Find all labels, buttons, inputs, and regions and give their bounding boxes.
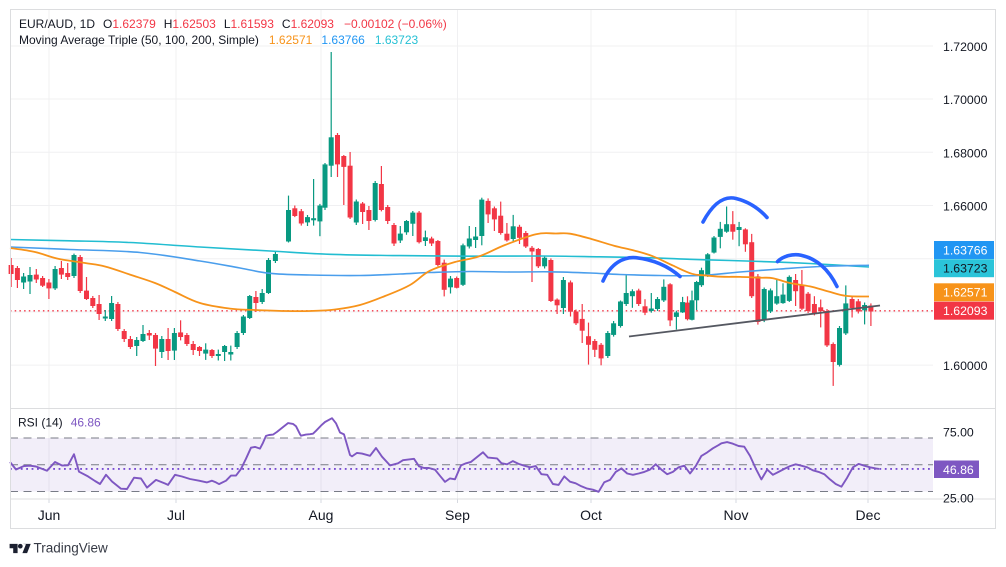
svg-text:RSI (14)46.86: RSI (14) 46.86: [18, 416, 101, 430]
svg-text:1.60000: 1.60000: [943, 359, 988, 373]
svg-text:1.66000: 1.66000: [943, 200, 988, 214]
svg-text:1.72000: 1.72000: [943, 40, 988, 54]
svg-text:Moving Average Triple (50, 100: Moving Average Triple (50, 100, 200, Sim…: [19, 33, 419, 47]
svg-text:TradingView: TradingView: [34, 541, 109, 556]
svg-text:1.62093: 1.62093: [943, 304, 988, 318]
svg-text:46.86: 46.86: [943, 463, 974, 477]
svg-text:Dec: Dec: [856, 507, 881, 523]
svg-text:1.63766: 1.63766: [943, 243, 988, 257]
svg-text:1.63723: 1.63723: [943, 262, 988, 276]
svg-text:1.62571: 1.62571: [943, 286, 988, 300]
svg-text:Jun: Jun: [38, 507, 61, 523]
svg-text:75.00: 75.00: [943, 426, 974, 440]
svg-text:Oct: Oct: [580, 507, 602, 523]
svg-text:Sep: Sep: [445, 507, 470, 523]
svg-text:Aug: Aug: [309, 507, 334, 523]
svg-text:25.00: 25.00: [943, 492, 974, 506]
svg-text:1.70000: 1.70000: [943, 93, 988, 107]
svg-text:Nov: Nov: [724, 507, 749, 523]
svg-text:Jul: Jul: [167, 507, 185, 523]
svg-text:1.68000: 1.68000: [943, 146, 988, 160]
